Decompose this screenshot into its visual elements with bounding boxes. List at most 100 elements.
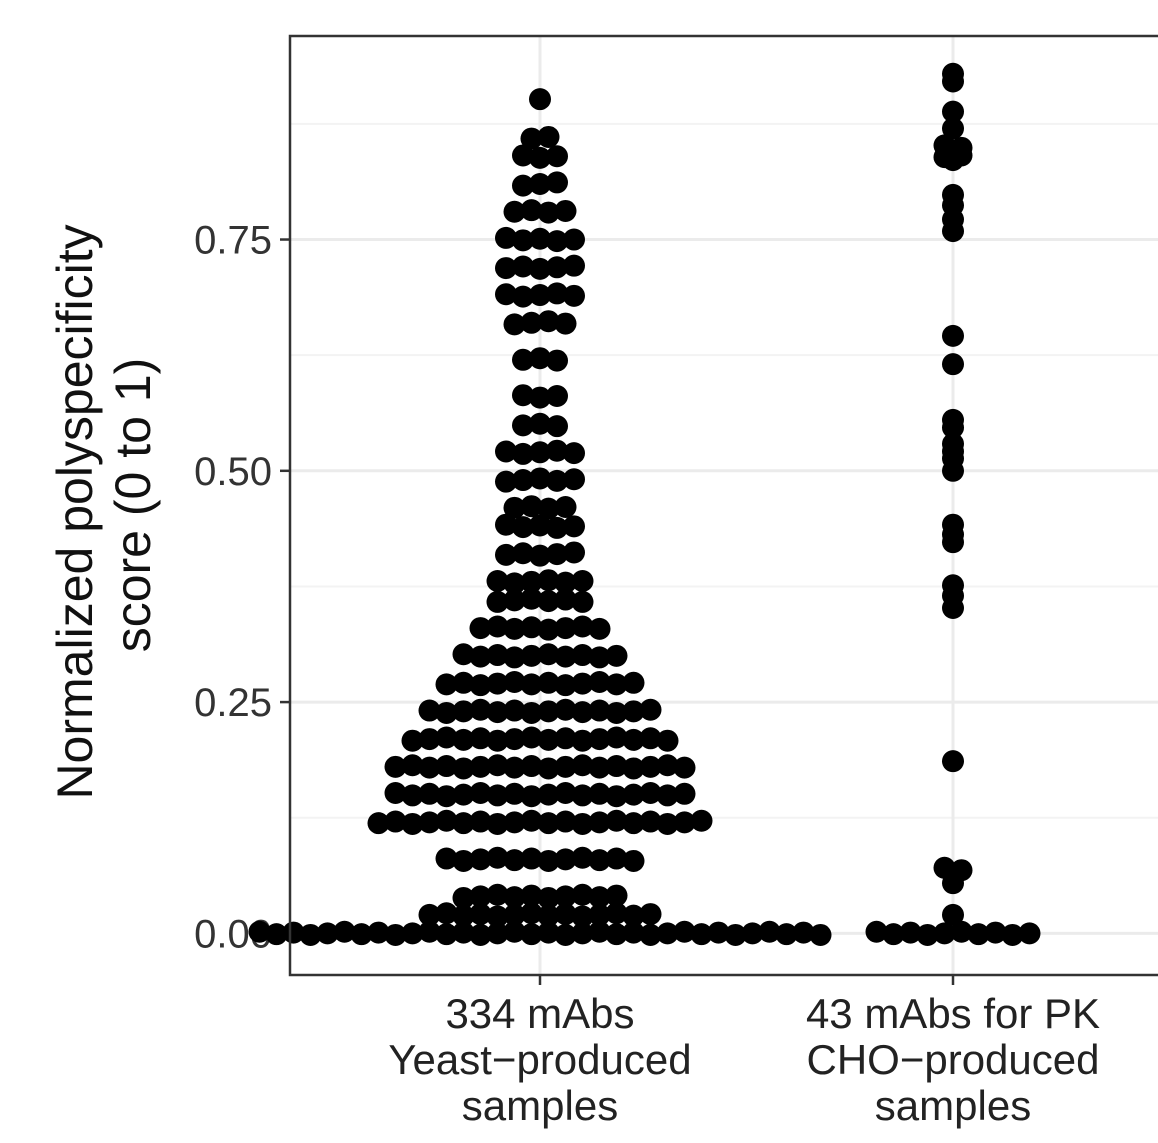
data-point <box>690 809 713 832</box>
data-point <box>384 923 407 946</box>
data-point <box>605 785 628 808</box>
data-point <box>673 811 696 834</box>
data-point <box>503 886 526 909</box>
data-point <box>622 757 645 780</box>
data-point <box>546 384 568 407</box>
data-point <box>588 849 611 872</box>
data-point <box>605 673 628 696</box>
data-point <box>495 440 517 463</box>
data-point <box>537 783 560 806</box>
data-point <box>933 134 956 157</box>
data-point <box>520 701 543 724</box>
data-point <box>529 88 551 111</box>
data-point <box>495 470 517 493</box>
data-point <box>622 700 645 723</box>
data-point <box>495 226 517 249</box>
data-point <box>563 442 585 465</box>
data-point <box>350 923 373 946</box>
data-point <box>809 923 832 946</box>
data-point <box>367 812 390 835</box>
data-point <box>942 432 964 455</box>
data-point <box>899 921 922 944</box>
data-point <box>656 729 679 752</box>
data-point <box>588 811 611 834</box>
data-point <box>469 848 492 871</box>
data-point <box>758 920 781 943</box>
data-point <box>942 324 964 347</box>
data-point <box>529 441 551 464</box>
data-point <box>520 673 543 696</box>
data-point <box>503 699 526 722</box>
data-point <box>673 782 696 805</box>
data-point <box>435 755 458 778</box>
data-point <box>950 859 973 882</box>
data-point <box>563 541 585 564</box>
data-point <box>605 809 628 832</box>
data-point <box>401 784 424 807</box>
data-point <box>512 174 534 197</box>
data-point <box>503 617 526 640</box>
data-point <box>537 201 560 224</box>
data-point <box>588 699 611 722</box>
data-point <box>495 543 517 566</box>
data-point <box>546 282 568 305</box>
data-point <box>690 923 713 946</box>
data-point <box>546 230 568 253</box>
data-point <box>605 755 628 778</box>
data-point <box>563 515 585 538</box>
data-point <box>865 920 888 943</box>
data-point <box>435 673 458 696</box>
x-category-label-line: Yeast−produced <box>388 1036 691 1083</box>
data-point <box>469 923 492 946</box>
data-point <box>537 757 560 780</box>
data-point <box>622 904 645 927</box>
data-point <box>546 171 568 194</box>
data-point <box>673 756 696 779</box>
data-point <box>452 921 475 944</box>
data-point <box>503 572 526 595</box>
x-category-label-line: 43 mAbs for PK <box>806 990 1100 1037</box>
data-point <box>984 921 1007 944</box>
data-point <box>418 811 441 834</box>
data-point <box>486 784 509 807</box>
data-point <box>520 726 543 749</box>
data-point <box>537 643 560 666</box>
data-point <box>571 590 594 613</box>
data-point <box>571 784 594 807</box>
data-point <box>503 756 526 779</box>
data-point <box>942 353 964 376</box>
axis-ticks <box>280 238 955 985</box>
data-point <box>554 571 577 594</box>
data-point <box>503 589 526 612</box>
data-point <box>265 923 288 946</box>
data-point <box>537 904 560 927</box>
data-point <box>546 439 568 462</box>
data-point <box>520 884 543 907</box>
data-points <box>248 62 1041 946</box>
data-point <box>512 442 534 465</box>
data-point <box>486 754 509 777</box>
data-point <box>546 415 568 438</box>
data-point <box>916 923 939 946</box>
data-point <box>546 516 568 539</box>
data-point <box>571 701 594 724</box>
data-point <box>639 782 662 805</box>
data-point <box>656 812 679 835</box>
data-point <box>529 514 551 537</box>
data-point <box>639 903 662 926</box>
data-point <box>537 618 560 641</box>
data-point <box>486 590 509 613</box>
data-point <box>563 468 585 491</box>
data-point <box>486 905 509 928</box>
data-point <box>486 812 509 835</box>
x-category-label-line: samples <box>875 1082 1031 1129</box>
data-point <box>282 921 305 944</box>
data-point <box>512 469 534 492</box>
data-point <box>503 670 526 693</box>
data-point <box>418 699 441 722</box>
data-point <box>537 310 560 333</box>
data-point <box>554 923 577 946</box>
data-point <box>503 200 526 223</box>
data-point <box>571 672 594 695</box>
